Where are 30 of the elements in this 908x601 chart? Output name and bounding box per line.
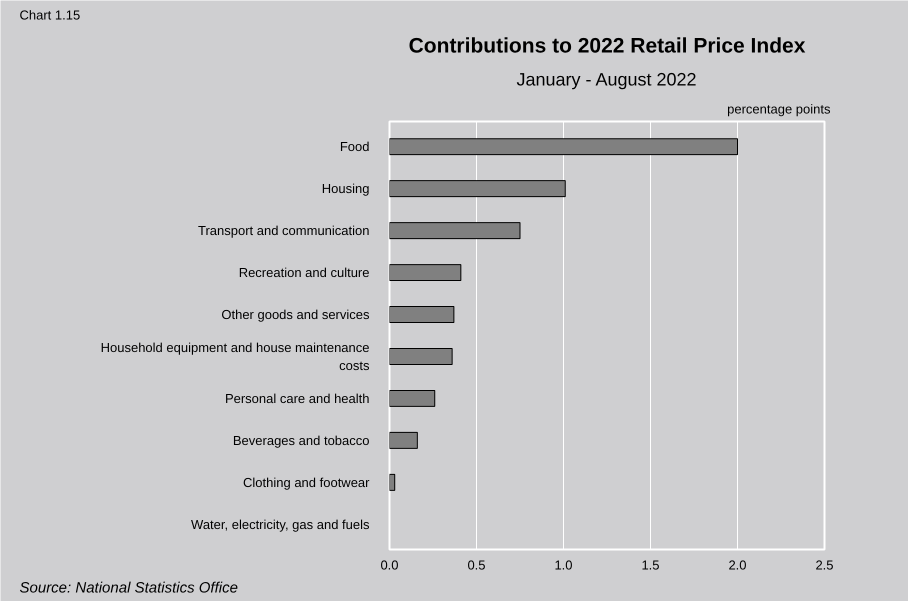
- x-tick-label: 1.5: [641, 558, 660, 572]
- x-axis-title: percentage points: [727, 102, 831, 116]
- source-note: Source: National Statistics Office: [20, 580, 238, 596]
- chart-title: Contributions to 2022 Retail Price Index: [408, 34, 806, 58]
- bar: [390, 306, 454, 323]
- y-tick-label: Recreation and culture: [238, 265, 370, 280]
- y-tick-label: Household equipment and house maintenance costs: [100, 340, 370, 373]
- x-tick-label: 0.5: [467, 558, 486, 572]
- caption: Chart 1.15: [20, 8, 80, 22]
- y-tick-label: Water, electricity, gas and fuels: [191, 516, 370, 532]
- y-tick-label: Housing: [322, 181, 370, 196]
- bar: [390, 432, 418, 449]
- y-tick-label: Personal care and health: [224, 390, 370, 406]
- x-tick-label: 0.0: [380, 558, 399, 572]
- x-tick-label: 2.0: [728, 558, 747, 572]
- bar: [390, 348, 453, 365]
- y-tick-label: Transport and communication: [198, 223, 370, 238]
- bar: [390, 138, 738, 156]
- y-tick-label: Beverages and tobacco: [232, 432, 370, 448]
- y-tick-label: Clothing and footwear: [243, 474, 370, 490]
- bar: [390, 264, 462, 282]
- bar: [390, 474, 396, 491]
- chart-subtitle: January - August 2022: [516, 70, 697, 90]
- x-tick-label: 2.5: [815, 558, 834, 572]
- bar: [390, 222, 520, 240]
- bar: [390, 180, 566, 198]
- y-tick-label: Other goods and services: [221, 307, 370, 322]
- bar: [390, 390, 436, 407]
- y-tick-label: Food: [340, 139, 370, 154]
- x-tick-label: 1.0: [554, 558, 573, 572]
